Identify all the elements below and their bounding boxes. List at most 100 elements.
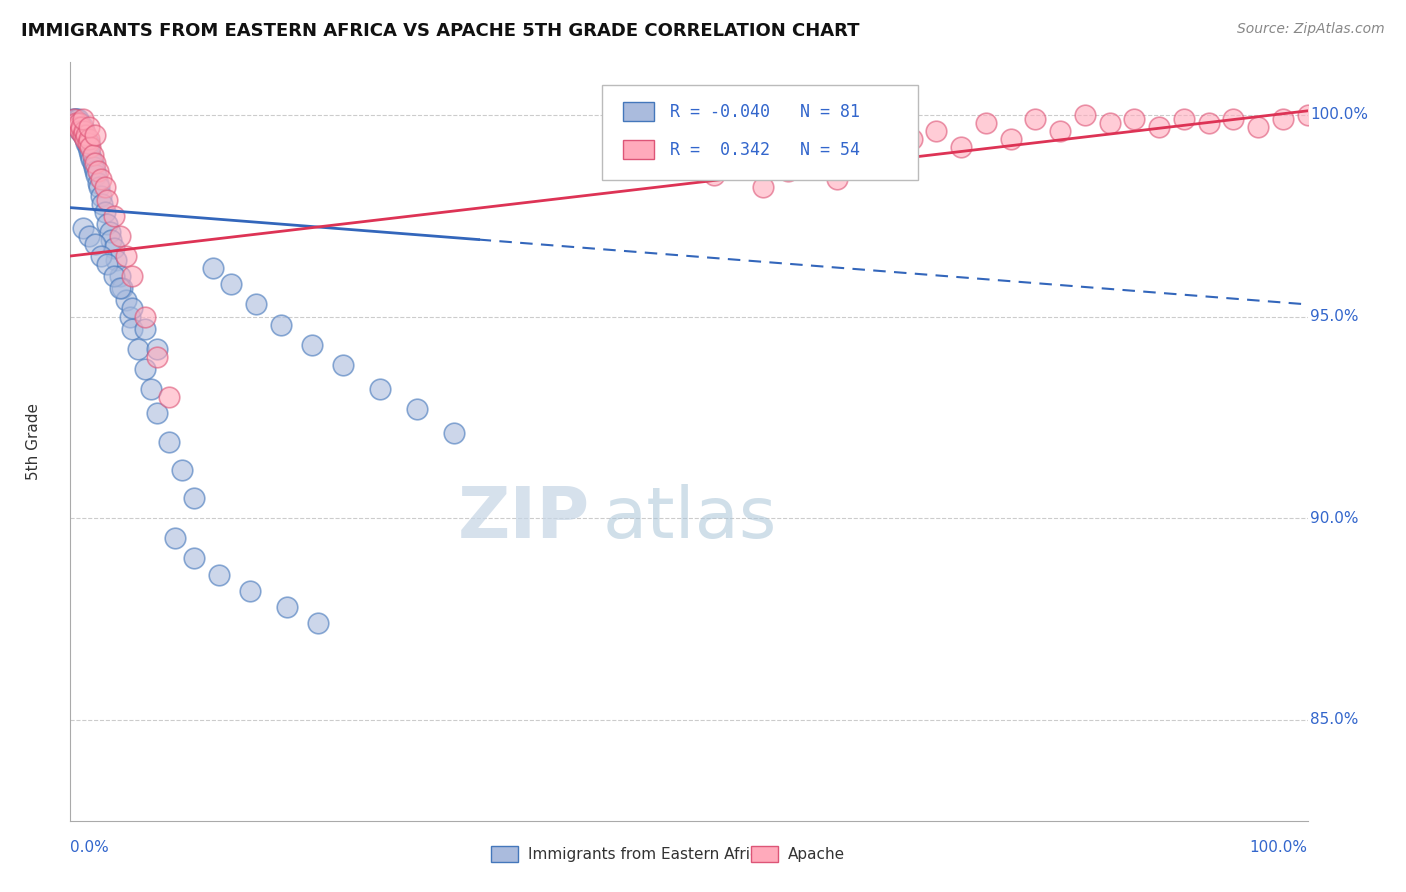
Point [72, 128, 94, 142]
Point [63, 112, 86, 126]
Point [72, 128, 94, 142]
Point [801, 148, 824, 162]
Point [1173, 112, 1195, 126]
Point [108, 269, 131, 284]
Text: 100.0%: 100.0% [1250, 839, 1308, 855]
Point [1296, 108, 1319, 122]
Point [157, 434, 180, 449]
Point [1123, 112, 1146, 126]
Point [84, 128, 107, 142]
Point [1000, 132, 1022, 146]
Bar [623, 140, 654, 159]
Point [925, 124, 948, 138]
Point [73, 124, 96, 138]
Point [950, 140, 973, 154]
Point [115, 249, 138, 263]
Point [146, 406, 169, 420]
Text: Apache: Apache [787, 847, 845, 862]
Point [91, 196, 114, 211]
Point [974, 116, 997, 130]
Point [276, 599, 298, 614]
Point [96, 257, 118, 271]
Point [84, 156, 107, 170]
Point [703, 169, 725, 183]
Point [82, 156, 104, 170]
Point [66, 120, 89, 134]
Point [77, 144, 100, 158]
Point [79, 140, 101, 154]
Point [77, 136, 100, 150]
Text: ZIP: ZIP [458, 483, 591, 553]
Point [103, 241, 125, 255]
Point [157, 390, 180, 404]
Point [776, 164, 799, 178]
Point [121, 321, 143, 335]
Point [67, 116, 90, 130]
Point [86, 177, 108, 191]
Point [73, 128, 96, 142]
Point [63, 116, 86, 130]
Point [83, 161, 105, 175]
Point [146, 350, 169, 364]
Point [66, 112, 89, 126]
Bar [491, 846, 519, 863]
Point [65, 116, 87, 130]
Point [84, 164, 107, 178]
Point [827, 172, 849, 186]
Point [69, 124, 91, 138]
Point [118, 310, 141, 324]
Point [94, 204, 117, 219]
Point [67, 116, 90, 130]
Text: 5th Grade: 5th Grade [25, 403, 41, 480]
Point [165, 532, 187, 546]
Point [368, 382, 391, 396]
Point [332, 358, 354, 372]
Point [134, 310, 156, 324]
Point [121, 269, 143, 284]
Point [270, 318, 292, 332]
Point [77, 120, 100, 134]
Text: R =  0.342   N = 54: R = 0.342 N = 54 [671, 141, 860, 159]
Point [146, 342, 169, 356]
Point [1147, 120, 1170, 134]
Point [183, 491, 205, 505]
Point [876, 156, 898, 170]
Point [108, 228, 131, 243]
Point [79, 148, 101, 162]
Point [245, 297, 267, 311]
Point [103, 209, 125, 223]
Point [134, 321, 156, 335]
Text: atlas: atlas [602, 483, 776, 553]
Point [103, 269, 125, 284]
Point [111, 281, 134, 295]
Point [82, 148, 104, 162]
Point [96, 193, 118, 207]
Point [87, 180, 110, 194]
Point [73, 124, 96, 138]
Text: R = -0.040   N = 81: R = -0.040 N = 81 [671, 103, 860, 120]
Point [80, 153, 103, 167]
Point [84, 169, 107, 183]
Point [70, 124, 93, 138]
Point [1049, 124, 1071, 138]
Text: Source: ZipAtlas.com: Source: ZipAtlas.com [1237, 22, 1385, 37]
Point [139, 382, 162, 396]
Point [75, 128, 97, 142]
Text: IMMIGRANTS FROM EASTERN AFRICA VS APACHE 5TH GRADE CORRELATION CHART: IMMIGRANTS FROM EASTERN AFRICA VS APACHE… [21, 22, 859, 40]
Point [75, 132, 97, 146]
Point [1098, 116, 1121, 130]
Point [405, 402, 427, 417]
FancyBboxPatch shape [602, 85, 918, 180]
Point [1247, 120, 1270, 134]
Text: 85.0%: 85.0% [1310, 713, 1358, 727]
Point [108, 281, 131, 295]
Point [443, 426, 465, 441]
Point [134, 362, 156, 376]
Point [75, 136, 97, 150]
Point [98, 225, 121, 239]
Point [301, 337, 323, 351]
Point [208, 567, 231, 582]
Point [183, 551, 205, 566]
Point [94, 180, 117, 194]
Point [851, 140, 873, 154]
